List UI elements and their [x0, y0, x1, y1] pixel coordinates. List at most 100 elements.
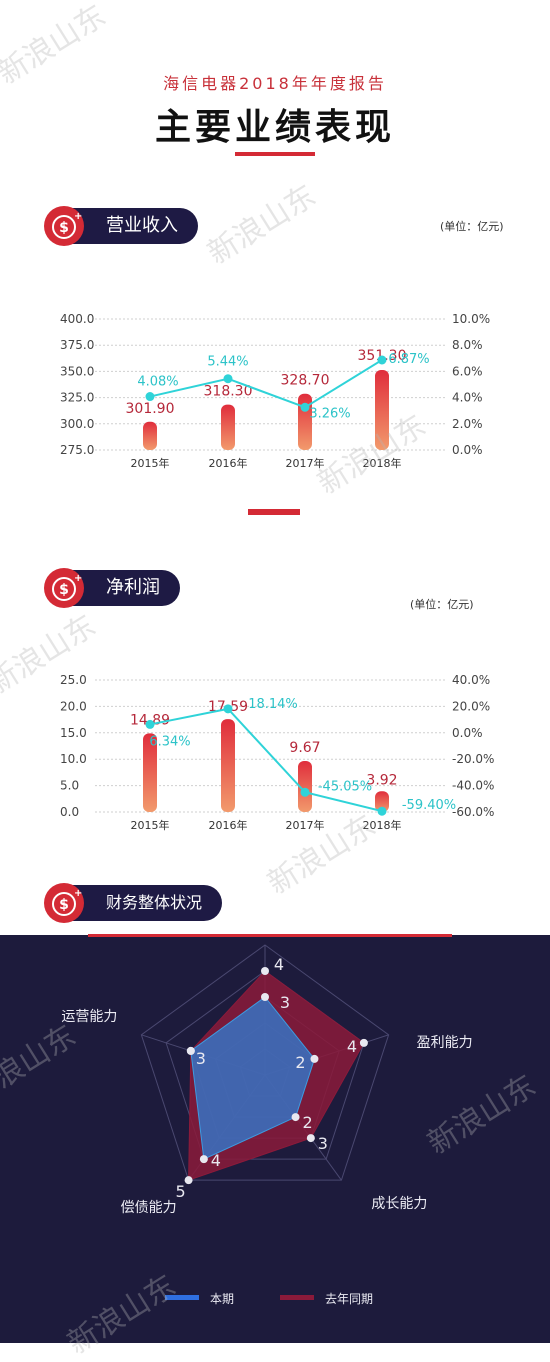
report-subtitle: 海信电器2018年年度报告	[163, 74, 387, 93]
radar-point	[306, 1134, 315, 1143]
bar-value-label: 301.90	[126, 401, 175, 417]
line-point	[300, 402, 310, 412]
x-tick-label: 2015年	[131, 456, 170, 470]
y-tick-label: 5.0	[60, 779, 79, 793]
x-tick-label: 2017年	[286, 818, 325, 832]
radar-panel-top-line	[88, 934, 452, 937]
line-point	[145, 719, 155, 729]
revenue-chart: 400.0 10.0% 375.0 8.0% 350.0 6.0% 325.0 4.0% 300…	[60, 312, 490, 470]
line-value-label: 4.08%	[137, 375, 178, 390]
radar-value-label: 5	[175, 1182, 185, 1201]
y2-tick-label: 10.0%	[452, 312, 490, 326]
y2-tick-label: 8.0%	[452, 338, 483, 352]
y-tick-label: 350.0	[60, 364, 94, 378]
radar-value-label: 4	[274, 955, 284, 974]
growth-line	[149, 359, 383, 409]
y2-tick-label: 6.0%	[452, 364, 483, 378]
radar-chart: 443532243现金流盈利能力成长能力偿债能力运营能力本期去年同期	[61, 944, 473, 1306]
radar-point	[184, 1176, 193, 1185]
x-tick-label: 2016年	[209, 818, 248, 832]
svg-text:$: $	[59, 220, 69, 236]
line-point	[377, 806, 387, 816]
watermark: 新浪山东	[201, 178, 323, 272]
bar-value-label: 318.30	[204, 384, 253, 400]
legend-label-previous: 去年同期	[325, 1292, 373, 1306]
bar	[221, 719, 235, 812]
line-value-label: 6.87%	[388, 352, 429, 367]
section-title-profit: 净利润	[106, 577, 160, 598]
bar-value-label: 9.67	[289, 740, 320, 756]
y-tick-label: 325.0	[60, 391, 94, 405]
radar-value-label: 3	[196, 1049, 206, 1068]
x-tick-label: 2015年	[131, 818, 170, 832]
radar-point	[291, 1113, 300, 1122]
line-point	[223, 704, 233, 714]
x-tick-label: 2017年	[286, 456, 325, 470]
radar-axis-label: 成长能力	[371, 1196, 427, 1212]
profit-chart: 25.0 40.0% 20.0 20.0% 15.0 0.0% 10.0 -20.0% 5.0 -…	[60, 673, 494, 832]
x-tick-label: 2016年	[209, 456, 248, 470]
bar	[298, 760, 312, 812]
y-tick-label: 400.0	[60, 312, 94, 326]
y2-tick-label: 20.0%	[452, 699, 490, 713]
y-tick-label: 300.0	[60, 417, 94, 431]
y-tick-label: 10.0	[60, 752, 87, 766]
y-tick-label: 375.0	[60, 338, 94, 352]
svg-text:+: +	[74, 888, 82, 899]
bar	[143, 733, 157, 812]
y-tick-label: 20.0	[60, 699, 87, 713]
unit-label-profit: (单位：亿元)	[410, 598, 474, 611]
radar-value-label: 3	[318, 1134, 328, 1153]
radar-point	[186, 1046, 195, 1055]
radar-point	[261, 993, 269, 1001]
line-point	[300, 787, 310, 797]
svg-text:$: $	[59, 897, 69, 913]
y-tick-label: 15.0	[60, 726, 87, 740]
page-title: 主要业绩表现	[154, 107, 395, 148]
bar	[375, 791, 389, 812]
bar	[298, 393, 312, 450]
bar	[375, 370, 389, 450]
y2-tick-label: 40.0%	[452, 673, 490, 687]
section-title-finance: 财务整体状况	[106, 893, 203, 912]
section-title-revenue: 营业收入	[106, 215, 178, 236]
radar-value-label: 2	[302, 1113, 312, 1132]
radar-axis-label: 运营能力	[61, 1009, 117, 1025]
dollar-coin-icon: $ +	[44, 206, 84, 246]
y2-tick-label: 4.0%	[452, 391, 483, 405]
section-divider	[248, 509, 300, 515]
y-tick-label: 25.0	[60, 673, 87, 687]
line-value-label: -45.05%	[318, 779, 372, 794]
legend-label-current: 本期	[210, 1292, 234, 1306]
radar-value-label: 3	[280, 993, 290, 1012]
line-value-label: -59.40%	[402, 798, 456, 813]
dollar-coin-icon: $ +	[44, 883, 84, 923]
unit-label-revenue: (单位：亿元)	[440, 220, 504, 233]
legend-swatch-current	[165, 1295, 199, 1300]
radar-axis-label: 盈利能力	[417, 1035, 473, 1051]
radar-axis-label: 偿债能力	[121, 1200, 177, 1216]
title-underline	[235, 152, 315, 156]
radar-point	[310, 1054, 319, 1063]
y2-tick-label: 0.0%	[452, 726, 483, 740]
y2-tick-label: -60.0%	[452, 805, 494, 819]
y2-tick-label: -20.0%	[452, 752, 494, 766]
radar-value-label: 4	[347, 1037, 357, 1056]
line-point	[145, 392, 155, 402]
radar-point	[199, 1155, 208, 1164]
radar-area-current	[190, 996, 316, 1160]
growth-line	[149, 707, 383, 813]
svg-text:+: +	[74, 211, 82, 222]
radar-point	[261, 967, 269, 975]
y2-tick-label: 0.0%	[452, 443, 483, 457]
y2-tick-label: 2.0%	[452, 417, 483, 431]
bar	[143, 421, 157, 450]
line-value-label: 6.34%	[149, 734, 190, 749]
line-point	[223, 374, 233, 384]
bar-value-label: 328.70	[281, 373, 330, 389]
radar-point	[359, 1038, 368, 1047]
x-tick-label: 2018年	[363, 456, 402, 470]
y-tick-label: 275.0	[60, 443, 94, 457]
x-tick-label: 2018年	[363, 818, 402, 832]
legend-swatch-previous	[280, 1295, 314, 1300]
